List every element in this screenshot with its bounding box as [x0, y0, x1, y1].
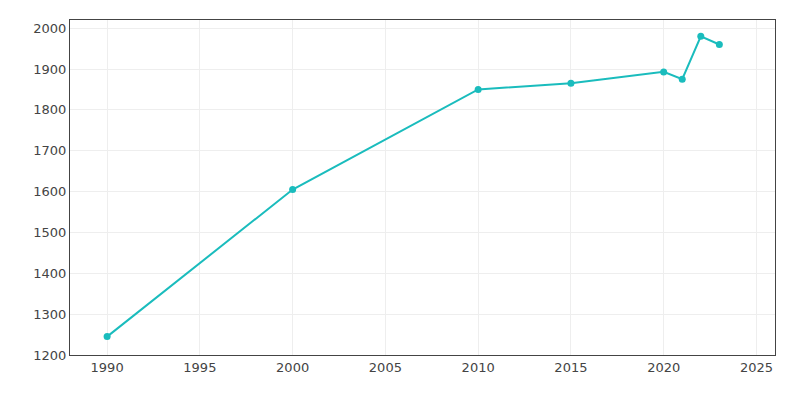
svg-text:2000: 2000 — [33, 21, 66, 36]
svg-text:1400: 1400 — [33, 266, 66, 281]
svg-text:2020: 2020 — [647, 360, 680, 375]
svg-text:2000: 2000 — [276, 360, 309, 375]
svg-text:1995: 1995 — [183, 360, 216, 375]
svg-text:2005: 2005 — [369, 360, 402, 375]
svg-text:1990: 1990 — [91, 360, 124, 375]
svg-text:1200: 1200 — [33, 348, 66, 363]
svg-text:1500: 1500 — [33, 225, 66, 240]
svg-text:1600: 1600 — [33, 184, 66, 199]
svg-text:2015: 2015 — [554, 360, 587, 375]
svg-text:1700: 1700 — [33, 143, 66, 158]
svg-text:2010: 2010 — [462, 360, 495, 375]
svg-text:1300: 1300 — [33, 307, 66, 322]
svg-text:1800: 1800 — [33, 102, 66, 117]
svg-text:1900: 1900 — [33, 62, 66, 77]
svg-text:2025: 2025 — [740, 360, 773, 375]
